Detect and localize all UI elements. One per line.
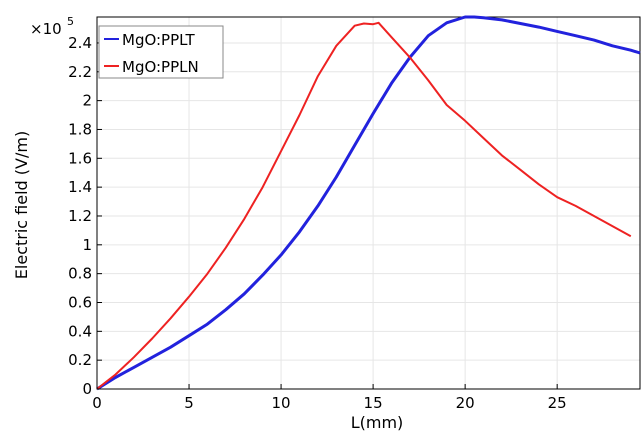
- y-tick-label: 0.8: [68, 265, 92, 283]
- x-tick-label: 0: [92, 394, 102, 412]
- legend-label-pplt: MgO:PPLT: [122, 31, 195, 49]
- y-tick-label: 2.2: [68, 63, 92, 81]
- x-tick-label: 20: [456, 394, 475, 412]
- series-line-ppln: [96, 21, 632, 390]
- y-axis-ticks: 0 0.2 0.4 0.6 0.8 1 1.2 1.4 1.6 1.8 2 2.2 2.4: [68, 34, 102, 398]
- y-tick-label: 0: [82, 380, 92, 398]
- grid-lines: [96, 17, 640, 390]
- y-tick-label: 1.2: [68, 207, 92, 225]
- x-axis-label: L(mm): [351, 413, 404, 431]
- x-tick-label: 25: [548, 394, 567, 412]
- series-layer: [96, 15, 641, 391]
- x-tick-label: 15: [364, 394, 383, 412]
- y-tick-label: 2.4: [68, 34, 92, 52]
- legend: MgO:PPLT MgO:PPLN: [98, 25, 224, 79]
- y-tick-label: 0.2: [68, 351, 92, 369]
- y-tick-label: 0.4: [68, 322, 92, 340]
- y-tick-label: 1.6: [68, 149, 92, 167]
- y-tick-label: 2: [82, 92, 92, 110]
- y-tick-label: 1.8: [68, 120, 92, 138]
- x-tick-label: 5: [184, 394, 194, 412]
- y-axis-label: Electric field (V/m): [12, 131, 31, 279]
- y-multiplier-label: ×10: [30, 20, 62, 38]
- legend-label-ppln: MgO:PPLN: [122, 58, 199, 76]
- y-tick-label: 1: [82, 236, 92, 254]
- y-tick-label: 1.4: [68, 178, 92, 196]
- plot-area-frame: [96, 16, 641, 390]
- y-tick-label: 0.6: [68, 293, 92, 311]
- series-line-pplt: [96, 15, 641, 391]
- x-axis-ticks: 0 5 10 15 20 25: [92, 384, 567, 412]
- x-tick-label: 10: [272, 394, 291, 412]
- legend-box: [98, 25, 224, 79]
- y-multiplier-exponent: 5: [67, 15, 74, 28]
